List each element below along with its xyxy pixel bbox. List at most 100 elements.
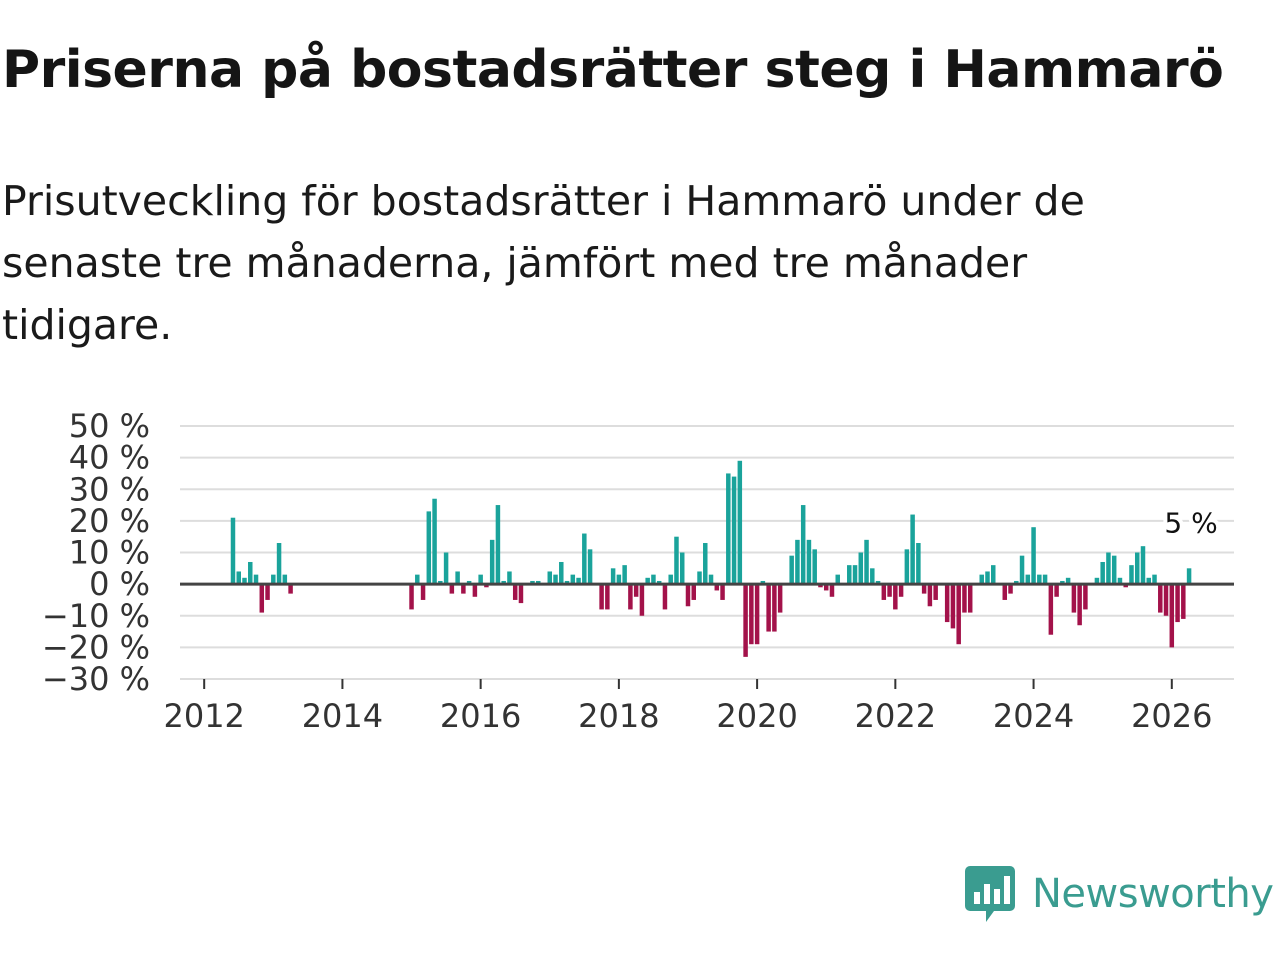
bar xyxy=(829,584,835,597)
bar xyxy=(466,580,472,585)
bar xyxy=(800,505,806,585)
bar xyxy=(507,571,512,585)
bar xyxy=(662,584,668,610)
bar xyxy=(461,584,466,594)
bar xyxy=(1158,584,1163,613)
bar xyxy=(443,552,449,585)
bar xyxy=(852,565,858,585)
bar xyxy=(777,584,783,613)
bar xyxy=(582,533,587,585)
bar xyxy=(967,584,973,613)
bar xyxy=(248,561,253,585)
bar xyxy=(944,584,950,623)
bar xyxy=(518,584,524,604)
bar xyxy=(720,584,725,600)
y-tick-label: 40 % xyxy=(69,439,150,477)
bar xyxy=(438,580,443,585)
chart-title: Priserna på bostadsrätter steg i Hammarö xyxy=(2,40,1224,100)
bar xyxy=(921,584,927,594)
bar xyxy=(1163,584,1169,616)
bar xyxy=(910,514,915,585)
bar xyxy=(679,552,685,585)
x-tick-label: 2020 xyxy=(716,697,797,735)
bar xyxy=(1025,574,1031,585)
bar xyxy=(1123,584,1128,588)
bar xyxy=(685,584,691,607)
bar xyxy=(1152,574,1157,585)
bar xyxy=(1048,584,1054,635)
bar xyxy=(1117,577,1123,585)
bar xyxy=(1186,568,1192,585)
bar xyxy=(1008,584,1013,594)
bars xyxy=(230,460,1192,657)
bar xyxy=(605,584,610,610)
bar xyxy=(754,584,760,645)
bar xyxy=(674,536,679,585)
bar xyxy=(991,565,996,585)
bar xyxy=(633,584,639,597)
bar-chart: −30 %−20 %−10 %0 %10 %20 %30 %40 %50 % 20… xyxy=(42,407,1234,735)
bar xyxy=(823,584,829,591)
newsworthy-logo-icon xyxy=(965,866,1015,922)
bar xyxy=(950,584,956,629)
bar xyxy=(916,543,921,585)
axes: −30 %−20 %−10 %0 %10 %20 %30 %40 %50 % 20… xyxy=(42,407,1234,735)
y-tick-label: 0 % xyxy=(89,565,150,603)
y-tick-label: −20 % xyxy=(42,628,150,666)
bar xyxy=(472,584,478,597)
bar xyxy=(576,577,581,585)
bar xyxy=(904,549,910,585)
y-tick-label: 10 % xyxy=(69,534,150,572)
bar xyxy=(789,555,794,585)
bar xyxy=(639,584,645,616)
bar xyxy=(610,568,616,585)
x-tick-label: 2018 xyxy=(578,697,659,735)
bar xyxy=(1019,555,1025,585)
bar xyxy=(530,580,535,585)
bar xyxy=(962,584,967,613)
bar xyxy=(559,561,564,585)
bar xyxy=(726,473,731,585)
bar xyxy=(864,539,869,585)
bar xyxy=(1002,584,1008,600)
bar xyxy=(622,565,627,585)
bar xyxy=(553,574,558,585)
bar xyxy=(651,574,656,585)
bar xyxy=(230,517,236,585)
bar xyxy=(1014,580,1019,585)
bar xyxy=(265,584,270,600)
bar xyxy=(1129,565,1134,585)
bar xyxy=(708,574,714,585)
x-tick-label: 2014 xyxy=(302,697,383,735)
bar xyxy=(242,577,247,585)
bar xyxy=(933,584,938,600)
y-tick-label: 30 % xyxy=(69,470,150,508)
bar xyxy=(1111,555,1117,585)
bar xyxy=(927,584,933,607)
bar xyxy=(484,584,489,588)
y-tick-label: −10 % xyxy=(42,597,150,635)
bar xyxy=(749,584,754,645)
bar xyxy=(703,543,708,585)
bar xyxy=(547,571,553,585)
bar xyxy=(795,539,800,585)
bar xyxy=(1134,552,1140,585)
chart-subtitle: Prisutveckling för bostadsrätter i Hamma… xyxy=(2,177,1085,349)
bar xyxy=(1054,584,1059,597)
bar xyxy=(415,574,420,585)
bar xyxy=(812,549,817,585)
bar xyxy=(1083,584,1088,610)
bar xyxy=(645,577,650,585)
bar xyxy=(760,580,766,585)
bar xyxy=(668,574,673,585)
bar xyxy=(1077,584,1082,626)
bar xyxy=(743,584,748,657)
x-tick-label: 2016 xyxy=(440,697,521,735)
x-tick-label: 2022 xyxy=(855,697,936,735)
bar xyxy=(835,574,840,585)
bar xyxy=(432,498,437,585)
bar xyxy=(1065,577,1071,585)
bar xyxy=(772,584,777,632)
bar xyxy=(570,574,576,585)
bar xyxy=(587,549,593,585)
